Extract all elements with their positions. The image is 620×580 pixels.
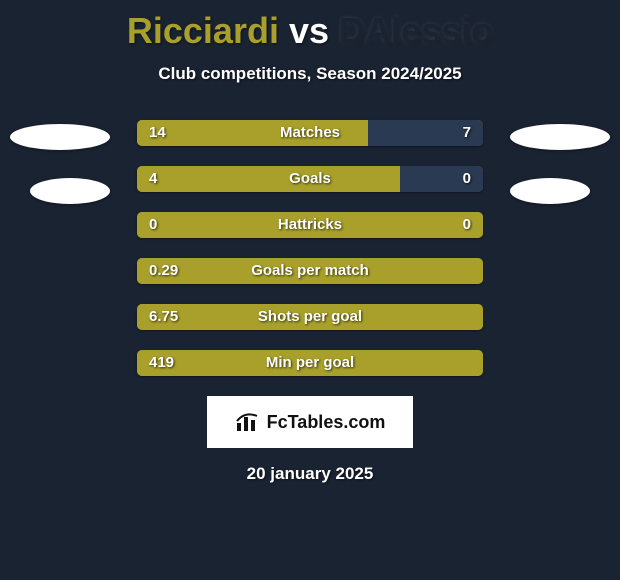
stat-row: Shots per goal6.75 <box>137 304 483 330</box>
stat-value-right: 7 <box>463 120 471 146</box>
stat-label: Matches <box>137 120 483 146</box>
stat-value-left: 0.29 <box>149 258 178 284</box>
brand-text: FcTables.com <box>267 412 386 433</box>
comparison-card: Ricciardi vs DAlessio Club competitions,… <box>0 0 620 580</box>
stat-value-left: 14 <box>149 120 166 146</box>
stat-row: Hattricks0 0 <box>137 212 483 238</box>
brand-box: FcTables.com <box>207 396 413 448</box>
stat-row: Goals per match0.29 <box>137 258 483 284</box>
stat-value-left: 4 <box>149 166 157 192</box>
stat-row: Matches14 7 <box>137 120 483 146</box>
stat-value-right: 0 <box>463 166 471 192</box>
date: 20 january 2025 <box>0 464 620 484</box>
stats-bars: Matches147Goals40Hattricks00Goals per ma… <box>0 120 620 376</box>
stat-value-left: 6.75 <box>149 304 178 330</box>
stat-label: Goals <box>137 166 483 192</box>
player1-name: Ricciardi <box>127 10 279 51</box>
stat-value-left: 0 <box>149 212 157 238</box>
vs-label: vs <box>289 10 329 51</box>
chart-icon <box>235 411 261 433</box>
stat-label: Shots per goal <box>137 304 483 330</box>
stat-row: Min per goal419 <box>137 350 483 376</box>
stat-label: Hattricks <box>137 212 483 238</box>
stat-value-left: 419 <box>149 350 174 376</box>
stat-label: Min per goal <box>137 350 483 376</box>
subtitle: Club competitions, Season 2024/2025 <box>0 64 620 84</box>
player2-name: DAlessio <box>339 10 493 51</box>
stat-row: Goals4 0 <box>137 166 483 192</box>
stat-value-right: 0 <box>463 212 471 238</box>
stat-label: Goals per match <box>137 258 483 284</box>
title: Ricciardi vs DAlessio <box>0 0 620 52</box>
